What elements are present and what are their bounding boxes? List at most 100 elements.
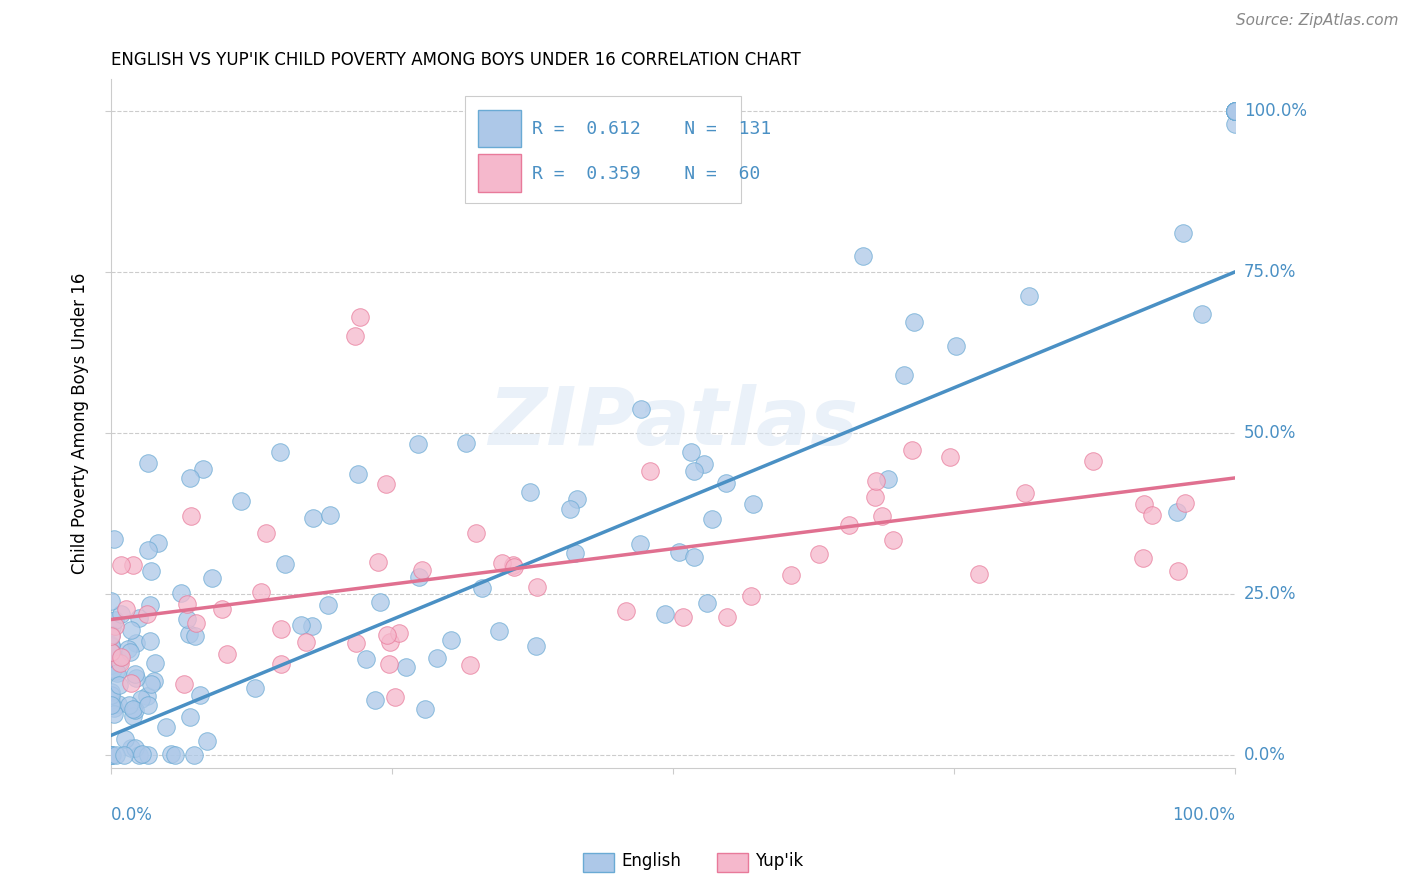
Text: ENGLISH VS YUP'IK CHILD POVERTY AMONG BOYS UNDER 16 CORRELATION CHART: ENGLISH VS YUP'IK CHILD POVERTY AMONG BO…: [111, 51, 800, 69]
Point: [177, 627, 200, 641]
Point: [100, 698, 122, 712]
Point: [316, 599, 339, 613]
Point: [117, 641, 139, 656]
Point: [1014, 486, 1036, 500]
Point: [128, 611, 150, 625]
Point: [614, 604, 637, 618]
Point: [630, 402, 652, 417]
Point: [201, 571, 224, 585]
Point: [249, 585, 271, 599]
Point: [1225, 103, 1247, 118]
Point: [124, 702, 146, 716]
Point: [110, 657, 132, 671]
Point: [274, 557, 297, 571]
Point: [740, 589, 762, 603]
Point: [1132, 550, 1154, 565]
Point: [628, 537, 651, 551]
Point: [254, 526, 277, 541]
Text: R =  0.359    N =  60: R = 0.359 N = 60: [533, 165, 761, 183]
Point: [101, 662, 124, 676]
Point: [872, 508, 894, 523]
Point: [165, 747, 187, 762]
Text: 0.0%: 0.0%: [1244, 746, 1285, 764]
Point: [100, 688, 122, 702]
Text: Source: ZipAtlas.com: Source: ZipAtlas.com: [1236, 13, 1399, 29]
Point: [693, 457, 716, 471]
Point: [100, 638, 122, 652]
Point: [945, 338, 967, 352]
Point: [100, 628, 122, 642]
Point: [294, 635, 316, 649]
Point: [700, 511, 723, 525]
Point: [1225, 103, 1247, 118]
Point: [104, 613, 127, 627]
Point: [211, 601, 233, 615]
Text: 50.0%: 50.0%: [1244, 424, 1296, 442]
Point: [519, 485, 541, 500]
Point: [101, 620, 124, 634]
Point: [105, 747, 128, 762]
Point: [180, 509, 202, 524]
Point: [1225, 103, 1247, 118]
Point: [143, 673, 166, 688]
Point: [354, 652, 377, 666]
Point: [100, 747, 122, 762]
Point: [1174, 496, 1197, 510]
Text: 25.0%: 25.0%: [1244, 585, 1296, 603]
Point: [696, 596, 718, 610]
Text: 100.0%: 100.0%: [1244, 102, 1306, 120]
Point: [683, 464, 706, 478]
Point: [406, 437, 429, 451]
Point: [380, 635, 402, 649]
Point: [714, 475, 737, 490]
Point: [118, 698, 141, 713]
Point: [120, 676, 142, 690]
Point: [1167, 564, 1189, 578]
Point: [129, 691, 152, 706]
Point: [838, 517, 860, 532]
Point: [184, 615, 207, 630]
Point: [100, 645, 122, 659]
Point: [128, 747, 150, 762]
Text: English: English: [621, 852, 682, 870]
Point: [138, 456, 160, 470]
Y-axis label: Child Poverty Among Boys Under 16: Child Poverty Among Boys Under 16: [72, 272, 89, 574]
Point: [103, 701, 125, 715]
Point: [377, 657, 399, 671]
Point: [195, 734, 218, 748]
Point: [114, 747, 136, 762]
Point: [344, 636, 367, 650]
Point: [179, 471, 201, 485]
Point: [526, 580, 548, 594]
Text: 75.0%: 75.0%: [1244, 263, 1296, 281]
Point: [269, 444, 291, 458]
Point: [100, 747, 122, 762]
Point: [155, 720, 177, 734]
Point: [270, 657, 292, 671]
Point: [191, 461, 214, 475]
Point: [179, 710, 201, 724]
Point: [122, 708, 145, 723]
Point: [426, 651, 449, 665]
Point: [454, 436, 477, 450]
Point: [138, 698, 160, 712]
Point: [110, 558, 132, 573]
Point: [742, 496, 765, 510]
Point: [560, 502, 582, 516]
Point: [488, 624, 510, 638]
Point: [139, 677, 162, 691]
Point: [160, 747, 183, 762]
Point: [1225, 103, 1247, 118]
Point: [1140, 508, 1163, 523]
Point: [100, 629, 122, 643]
Text: 100.0%: 100.0%: [1173, 805, 1236, 823]
Point: [124, 741, 146, 756]
Point: [229, 494, 252, 508]
Point: [215, 647, 238, 661]
Point: [779, 568, 801, 582]
Point: [654, 607, 676, 621]
Point: [882, 533, 904, 547]
Point: [464, 526, 486, 541]
Point: [122, 701, 145, 715]
Point: [118, 645, 141, 659]
